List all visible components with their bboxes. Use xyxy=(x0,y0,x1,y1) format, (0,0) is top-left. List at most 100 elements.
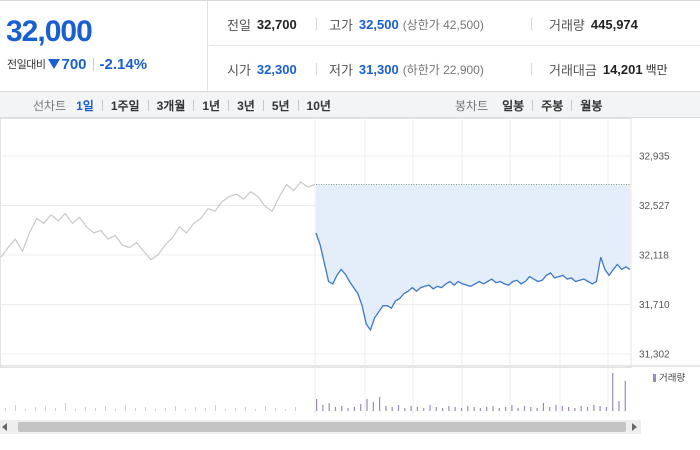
divider xyxy=(262,99,264,111)
divider xyxy=(101,99,103,111)
stat-low: 저가 31,300 (하한가 22,900) xyxy=(329,60,484,78)
divider xyxy=(531,18,532,30)
volume-bar xyxy=(175,406,176,411)
stat-value: 32,700 xyxy=(256,16,297,32)
volume-bar xyxy=(295,407,296,411)
volume-bar xyxy=(205,408,206,411)
volume-bar xyxy=(561,406,563,411)
volume-bar xyxy=(322,405,324,411)
y-tick-label: 31,710 xyxy=(639,300,670,311)
divider xyxy=(316,18,317,30)
tab-daily[interactable]: 일봉 xyxy=(502,98,525,113)
line-chart-tabs: 선차트 1일 1주일 3개월 1년 3년 5년 10년 xyxy=(33,96,335,114)
stat-label: 시가 xyxy=(227,62,251,78)
price-chart[interactable]: 32,935 32,527 32,118 31,710 31,302 거래량 xyxy=(0,118,700,418)
volume-bar xyxy=(612,373,614,411)
volume-bar xyxy=(605,407,607,411)
volume-bar xyxy=(275,408,276,411)
stat-prev-close: 전일 32,700 xyxy=(227,15,297,33)
volume-bar xyxy=(416,407,418,411)
volume-bar xyxy=(385,406,387,411)
line-chart-label: 선차트 xyxy=(33,98,67,113)
volume-bar xyxy=(185,409,186,411)
y-axis: 32,935 32,527 32,118 31,710 31,302 xyxy=(639,152,670,361)
volume-bar xyxy=(549,407,551,411)
volume-bar xyxy=(360,404,362,411)
stat-trade-value: 거래대금 14,201 백만 xyxy=(549,60,668,78)
stat-extra: (상한가 42,500) xyxy=(402,17,484,32)
change-label: 전일대비 xyxy=(7,59,46,71)
volume-bar xyxy=(341,406,343,411)
chart-grid xyxy=(0,118,700,416)
divider xyxy=(92,57,94,71)
volume-bar xyxy=(372,402,374,411)
volume-bar xyxy=(235,408,236,411)
stat-value: 31,300 xyxy=(358,61,399,77)
chart-scrollbar[interactable] xyxy=(0,420,641,434)
price-summary: 32,000 전일대비 700 -2.14% xyxy=(0,1,208,91)
volume-bar xyxy=(328,403,330,411)
volume-bar xyxy=(517,408,519,411)
tab-monthly[interactable]: 월봉 xyxy=(580,98,603,113)
volume-bar xyxy=(442,408,444,411)
volume-bar xyxy=(511,405,513,411)
volume-bar xyxy=(366,399,368,411)
stat-label: 거래량 xyxy=(549,17,585,33)
price-chart-svg: 32,935 32,527 32,118 31,710 31,302 거래량 xyxy=(0,118,700,416)
divider xyxy=(532,99,534,111)
tab-3month[interactable]: 3개월 xyxy=(156,98,186,113)
volume-bar xyxy=(5,408,6,411)
volume-bar xyxy=(435,407,437,411)
tab-5year[interactable]: 5년 xyxy=(271,98,290,113)
volume-bar xyxy=(429,405,431,411)
volume-bar xyxy=(135,408,136,411)
volume-bar xyxy=(75,409,76,411)
volume-bar xyxy=(505,407,507,411)
stat-value: 445,974 xyxy=(590,16,638,32)
stat-value: 32,300 xyxy=(256,61,297,77)
volume-bar xyxy=(379,397,381,411)
tab-1week[interactable]: 1주일 xyxy=(110,98,140,113)
stat-open: 시가 32,300 xyxy=(227,60,297,78)
tab-1day[interactable]: 1일 xyxy=(76,98,94,113)
volume-bars xyxy=(5,373,656,411)
candle-chart-label: 봉차트 xyxy=(455,98,489,113)
stat-unit: 백만 xyxy=(645,62,668,77)
stat-volume: 거래량 445,974 xyxy=(549,15,638,33)
stats-row: 전일 32,700 고가 32,500 (상한가 42,500) 거래량 445… xyxy=(209,1,700,46)
volume-bar xyxy=(448,406,450,411)
volume-bar xyxy=(391,407,393,411)
current-price: 32,000 xyxy=(6,15,93,48)
volume-bar xyxy=(536,408,538,411)
volume-bar xyxy=(498,408,500,411)
tab-weekly[interactable]: 주봉 xyxy=(541,98,564,113)
scroll-thumb[interactable] xyxy=(18,422,626,432)
volume-bar xyxy=(473,407,475,411)
volume-bar xyxy=(155,409,156,411)
volume-bar xyxy=(285,409,286,411)
volume-bar xyxy=(215,405,216,411)
volume-bar xyxy=(555,405,557,411)
tab-3year[interactable]: 3년 xyxy=(237,98,255,113)
volume-bar xyxy=(353,407,355,411)
stat-value: 14,201 xyxy=(602,61,643,77)
stat-label: 고가 xyxy=(329,17,353,33)
candle-chart-tabs: 봉차트 일봉 주봉 월봉 xyxy=(455,96,606,114)
tab-1year[interactable]: 1년 xyxy=(202,98,221,113)
change-row: 전일대비 700 -2.14% xyxy=(7,55,147,73)
y-tick-label: 31,302 xyxy=(639,350,670,361)
volume-bar xyxy=(467,406,469,411)
scroll-left-arrow-icon[interactable] xyxy=(2,423,7,431)
volume-bar xyxy=(586,407,589,411)
volume-bar xyxy=(486,407,488,411)
tab-10year[interactable]: 10년 xyxy=(306,98,331,113)
scroll-right-arrow-icon[interactable] xyxy=(632,423,637,431)
volume-bar xyxy=(15,405,16,411)
stat-value: 32,500 xyxy=(358,16,399,32)
stat-high: 고가 32,500 (상한가 42,500) xyxy=(329,15,484,33)
divider xyxy=(297,99,299,111)
volume-bar xyxy=(523,406,526,411)
stat-label: 거래대금 xyxy=(549,62,597,78)
volume-bar xyxy=(35,407,36,411)
volume-legend: 거래량 xyxy=(659,372,685,384)
